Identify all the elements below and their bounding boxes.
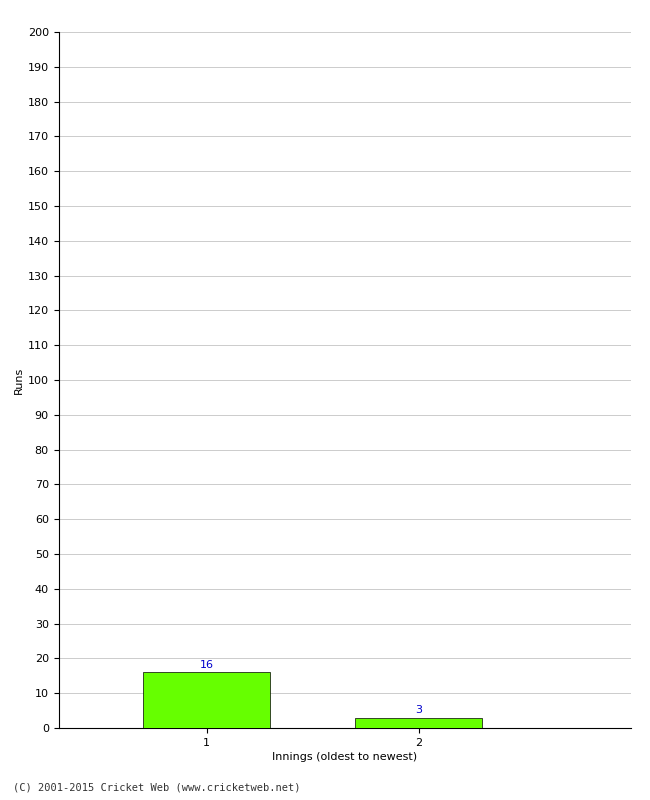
Text: 3: 3 — [415, 705, 422, 714]
X-axis label: Innings (oldest to newest): Innings (oldest to newest) — [272, 752, 417, 762]
Bar — [143, 672, 270, 728]
Y-axis label: Runs: Runs — [14, 366, 23, 394]
Text: 16: 16 — [200, 659, 214, 670]
Text: (C) 2001-2015 Cricket Web (www.cricketweb.net): (C) 2001-2015 Cricket Web (www.cricketwe… — [13, 782, 300, 792]
Bar — [355, 718, 482, 728]
